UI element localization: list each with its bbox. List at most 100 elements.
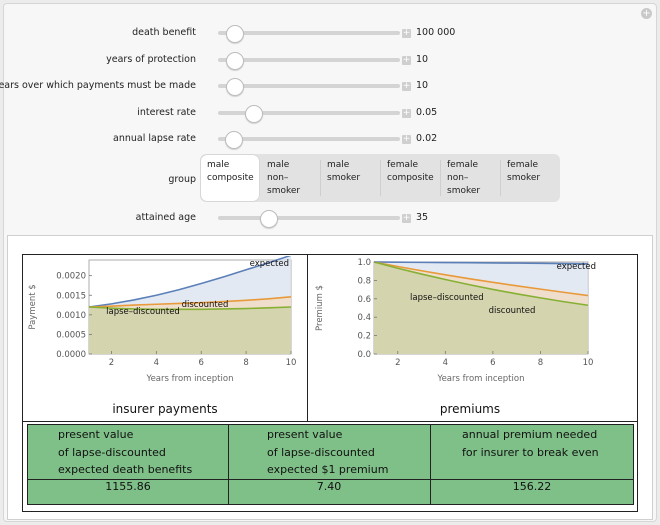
interest-rate-slider-thumb[interactable] <box>244 105 263 123</box>
interest-rate-label: interest rate <box>137 107 196 118</box>
x-tick-label: 10 <box>583 358 594 368</box>
death-benefit-value: 100 000 <box>416 27 456 38</box>
group-option[interactable]: male smoker <box>321 155 379 201</box>
series-annotation: lapse–discounted <box>410 293 484 303</box>
attained-age-slider-thumb[interactable] <box>259 210 278 228</box>
group-option-label: female <box>507 160 539 170</box>
death-benefit-slider[interactable] <box>218 31 400 35</box>
attained-age-label: attained age <box>135 212 196 223</box>
series-annotation: lapse–discounted <box>106 307 180 317</box>
years-payments-slider[interactable] <box>218 84 400 88</box>
group-option[interactable]: female composite <box>381 155 439 201</box>
years-payments-slider-thumb[interactable] <box>226 78 245 96</box>
group-option-label: smoker <box>447 186 481 196</box>
premiums-title: premiums <box>439 402 501 416</box>
death-benefit-expand-icon[interactable]: + <box>402 28 411 38</box>
group-option-label: smoker <box>327 173 361 183</box>
series-area <box>89 307 291 354</box>
interest-rate-expand-icon[interactable]: + <box>402 108 411 118</box>
group-separator <box>320 160 321 196</box>
x-tick-label: 6 <box>490 358 495 368</box>
table-divider <box>430 424 431 505</box>
x-tick-label: 2 <box>395 358 400 368</box>
lapse-rate-slider[interactable] <box>218 137 400 141</box>
x-tick-label: 4 <box>154 358 159 368</box>
y-tick-label: 1.0 <box>357 258 371 268</box>
group-option-label: smoker <box>267 186 301 196</box>
group-option[interactable]: male composite <box>201 155 259 201</box>
grid-divider <box>307 254 308 422</box>
group-separator <box>500 160 501 196</box>
group-option-label: male non– <box>267 160 290 183</box>
years-protection-value: 10 <box>416 54 429 65</box>
x-tick-label: 4 <box>443 358 448 368</box>
y-axis-label: Payment $ <box>28 284 38 329</box>
death-benefit-label: death benefit <box>132 27 196 38</box>
attained-age-slider[interactable] <box>218 216 400 220</box>
group-label: group <box>168 174 196 185</box>
years-protection-expand-icon[interactable]: + <box>402 55 411 65</box>
years-payments-value: 10 <box>416 80 429 91</box>
death-benefit-slider-thumb[interactable] <box>226 25 245 43</box>
insurer-payments-title: insurer payments <box>112 402 218 416</box>
series-line <box>88 306 292 311</box>
pv-death-benefits-value: 1155.86 <box>105 480 151 493</box>
x-tick-label: 10 <box>286 358 297 368</box>
y-axis-label: Premium $ <box>315 285 325 331</box>
series-annotation: discounted <box>182 300 229 310</box>
results-table <box>27 424 634 505</box>
group-option[interactable]: female smoker <box>501 155 559 201</box>
table-header-death-benefits: present value of lapse-discounted expect… <box>58 428 193 476</box>
group-option[interactable]: male non– smoker <box>261 155 319 201</box>
lapse-rate-label: annual lapse rate <box>113 133 196 144</box>
group-option-label: smoker <box>507 173 541 183</box>
y-tick-label: 0.6 <box>357 295 371 305</box>
pv-premium-value: 7.40 <box>316 480 342 493</box>
years-protection-slider-thumb[interactable] <box>226 52 245 70</box>
years-payments-label: years over which payments must be made <box>0 80 196 91</box>
group-option-label: male <box>207 160 230 170</box>
x-tick-label: 2 <box>109 358 114 368</box>
y-tick-label: 0.4 <box>357 313 371 323</box>
series-line <box>373 261 589 307</box>
premiums-chart: 0.0 0.2 0.4 0.6 0.8 1.0 2 4 6 8 10 Years from incep… <box>315 258 596 384</box>
series-line <box>373 261 589 297</box>
series-area <box>374 262 588 354</box>
y-tick-label: 0.0000 <box>56 350 86 360</box>
interest-rate-value: 0.05 <box>416 107 438 118</box>
table-divider <box>27 479 634 480</box>
break-even-premium-value: 156.22 <box>512 480 552 493</box>
y-tick-label: 0.0015 <box>56 291 86 301</box>
group-option-label: composite <box>207 173 254 183</box>
lapse-rate-value: 0.02 <box>416 133 438 144</box>
series-annotation: expected <box>557 262 596 272</box>
attained-age-expand-icon[interactable]: + <box>402 213 411 223</box>
table-divider <box>228 424 229 505</box>
series-line <box>373 261 589 265</box>
grid-divider <box>22 421 637 422</box>
group-option-label: non– <box>447 173 469 183</box>
group-option-label: female <box>447 160 479 170</box>
y-tick-label: 0.0 <box>357 350 371 360</box>
lapse-rate-expand-icon[interactable]: + <box>402 134 411 144</box>
y-tick-label: 0.0005 <box>56 330 86 340</box>
y-tick-label: 0.2 <box>357 332 371 342</box>
lapse-rate-slider-thumb[interactable] <box>224 131 243 149</box>
years-protection-slider[interactable] <box>218 58 400 62</box>
years-payments-expand-icon[interactable]: + <box>402 81 411 91</box>
expand-options-icon[interactable]: + <box>641 8 652 19</box>
years-protection-label: years of protection <box>106 54 196 65</box>
group-separator <box>380 160 381 196</box>
group-option[interactable]: female non– smoker <box>441 155 499 201</box>
series-line <box>88 296 292 308</box>
x-tick-label: 8 <box>243 358 248 368</box>
attained-age-value: 35 <box>416 212 429 223</box>
x-tick-label: 6 <box>199 358 204 368</box>
series-annotation: discounted <box>489 306 536 316</box>
group-option-label: female <box>387 160 419 170</box>
x-axis-label: Years from inception <box>437 374 525 384</box>
table-header-break-even: annual premium needed for insurer to bre… <box>462 428 599 459</box>
interest-rate-slider[interactable] <box>218 111 400 115</box>
group-separator <box>440 160 441 196</box>
y-tick-label: 0.8 <box>357 276 371 286</box>
